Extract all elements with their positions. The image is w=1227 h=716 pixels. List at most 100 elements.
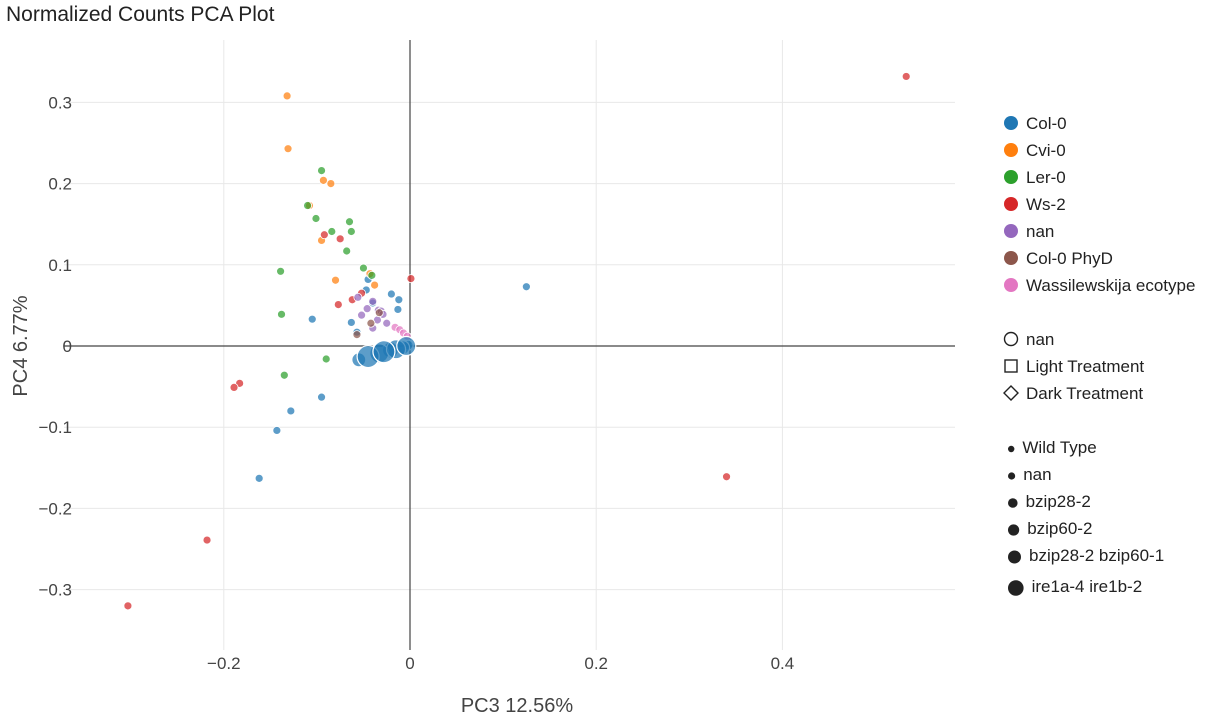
point-col-0 — [286, 406, 296, 416]
point-col-0-phyd — [374, 308, 384, 318]
point-ws-2 — [335, 234, 345, 244]
point-ws-2 — [333, 300, 343, 309]
point-ler-0 — [303, 201, 312, 210]
legend-size-label: bzip60-2 — [1027, 519, 1092, 538]
legend-marker-ws-2 — [1004, 197, 1018, 211]
point-ler-0 — [346, 227, 356, 236]
y-tick-label: −0.1 — [38, 418, 72, 437]
legend-marker-cvi-0 — [1004, 143, 1018, 157]
point-col-0 — [396, 335, 417, 357]
legend-marker-nan — [1004, 224, 1018, 238]
point-ler-0 — [342, 246, 352, 256]
legend-symbol-square — [1004, 359, 1018, 373]
legend-label-wassilewskija-ecotype: Wassilewskija ecotype — [1026, 276, 1195, 295]
legend-size-label: ire1a-4 ire1b-2 — [1032, 577, 1143, 596]
legend-marker-col-0 — [1004, 116, 1018, 130]
point-ler-0 — [345, 217, 354, 227]
point-ws-2 — [722, 472, 731, 482]
legend-symbol-diamond — [1003, 385, 1019, 401]
legend-label-cvi-0: Cvi-0 — [1026, 141, 1066, 160]
legend: Col-0 Cvi-0 Ler-0 Ws-2 nan Col-0 PhyD Wassilew… — [1003, 114, 1195, 596]
legend-size-marker — [1008, 524, 1020, 536]
point-col-0 — [521, 282, 531, 292]
legend-size-label: bzip28-2 — [1026, 492, 1091, 511]
point-col-0 — [307, 314, 317, 324]
point-ler-0 — [367, 270, 377, 280]
legend-size-label: Wild Type — [1022, 438, 1096, 457]
legend-marker-wassilewskija-ecotype — [1004, 278, 1018, 292]
point-cvi-0 — [370, 280, 380, 290]
x-tick-label: −0.2 — [207, 654, 241, 673]
point-ler-0 — [317, 166, 326, 176]
point-col-0 — [393, 305, 403, 314]
point-ler-0 — [277, 309, 286, 319]
point-nan — [382, 318, 392, 328]
point-col-0 — [272, 426, 282, 435]
point-nan — [368, 296, 378, 306]
point-cvi-0 — [282, 91, 292, 101]
legend-symbol-label: Dark Treatment — [1026, 384, 1143, 403]
tick-labels: −0.2 0 0.2 0.4 −0.3 −0.2 −0.1 0 0.1 0.2 0.3 — [38, 93, 794, 673]
y-axis-label: PC4 6.77% — [10, 295, 32, 396]
x-tick-label: 0.4 — [771, 654, 795, 673]
point-col-0 — [254, 473, 264, 483]
point-col-0 — [372, 340, 396, 364]
legend-label-ler-0: Ler-0 — [1026, 168, 1066, 187]
y-tick-label: −0.2 — [38, 499, 72, 518]
y-tick-label: 0.2 — [48, 175, 72, 194]
point-cvi-0 — [283, 144, 293, 154]
point-ler-0 — [327, 227, 337, 236]
point-col-0 — [317, 392, 326, 402]
legend-symbol-circle — [1003, 331, 1019, 347]
point-ws-2 — [319, 230, 329, 240]
point-nan — [353, 292, 363, 302]
legend-size-marker — [1008, 498, 1018, 508]
point-col-0 — [386, 289, 396, 299]
legend-symbol-label: nan — [1026, 330, 1054, 349]
x-tick-label: 0.2 — [584, 654, 608, 673]
point-ler-0 — [276, 266, 285, 276]
point-col-0-phyd — [352, 330, 362, 340]
point-ler-0 — [279, 370, 289, 380]
legend-label-ws-2: Ws-2 — [1026, 195, 1066, 214]
legend-marker-col-0-phyd — [1004, 251, 1018, 265]
legend-size-marker — [1008, 445, 1015, 453]
point-cvi-0 — [331, 275, 340, 285]
y-tick-label: 0.1 — [48, 256, 72, 275]
point-col-0 — [346, 318, 356, 327]
point-cvi-0 — [319, 175, 328, 185]
point-cvi-0 — [326, 179, 336, 189]
legend-size-marker — [1008, 550, 1021, 564]
point-ws-2 — [229, 383, 239, 392]
point-ler-0 — [359, 263, 368, 273]
x-tick-label: 0 — [405, 654, 414, 673]
point-ws-2 — [123, 601, 133, 611]
point-ler-0 — [311, 214, 321, 223]
page-title: Normalized Counts PCA Plot — [6, 3, 275, 26]
y-tick-label: −0.3 — [38, 581, 72, 600]
legend-size-label: bzip28-2 bzip60-1 — [1029, 546, 1164, 565]
y-tick-label: 0 — [63, 337, 72, 356]
legend-size-marker — [1008, 580, 1024, 596]
x-axis-label: PC3 12.56% — [461, 695, 574, 716]
y-tick-label: 0.3 — [48, 93, 72, 112]
point-ws-2 — [901, 72, 911, 81]
legend-size-marker — [1008, 472, 1016, 480]
legend-marker-ler-0 — [1004, 170, 1018, 184]
point-nan — [362, 304, 372, 314]
legend-label-col-0-phyd: Col-0 PhyD — [1026, 249, 1113, 268]
point-col-0 — [394, 295, 404, 305]
point-ws-2 — [202, 535, 212, 545]
point-col-0-phyd — [366, 318, 376, 328]
legend-label-nan: nan — [1026, 222, 1054, 241]
point-nan — [357, 310, 366, 320]
zero-lines — [64, 40, 955, 650]
data-points — [123, 72, 911, 611]
grid-layer — [64, 40, 955, 650]
legend-size-label: nan — [1023, 465, 1051, 484]
legend-symbol-label: Light Treatment — [1026, 357, 1144, 376]
point-ws-2 — [406, 274, 416, 284]
legend-label-col-0: Col-0 — [1026, 114, 1067, 133]
point-ler-0 — [321, 354, 331, 364]
